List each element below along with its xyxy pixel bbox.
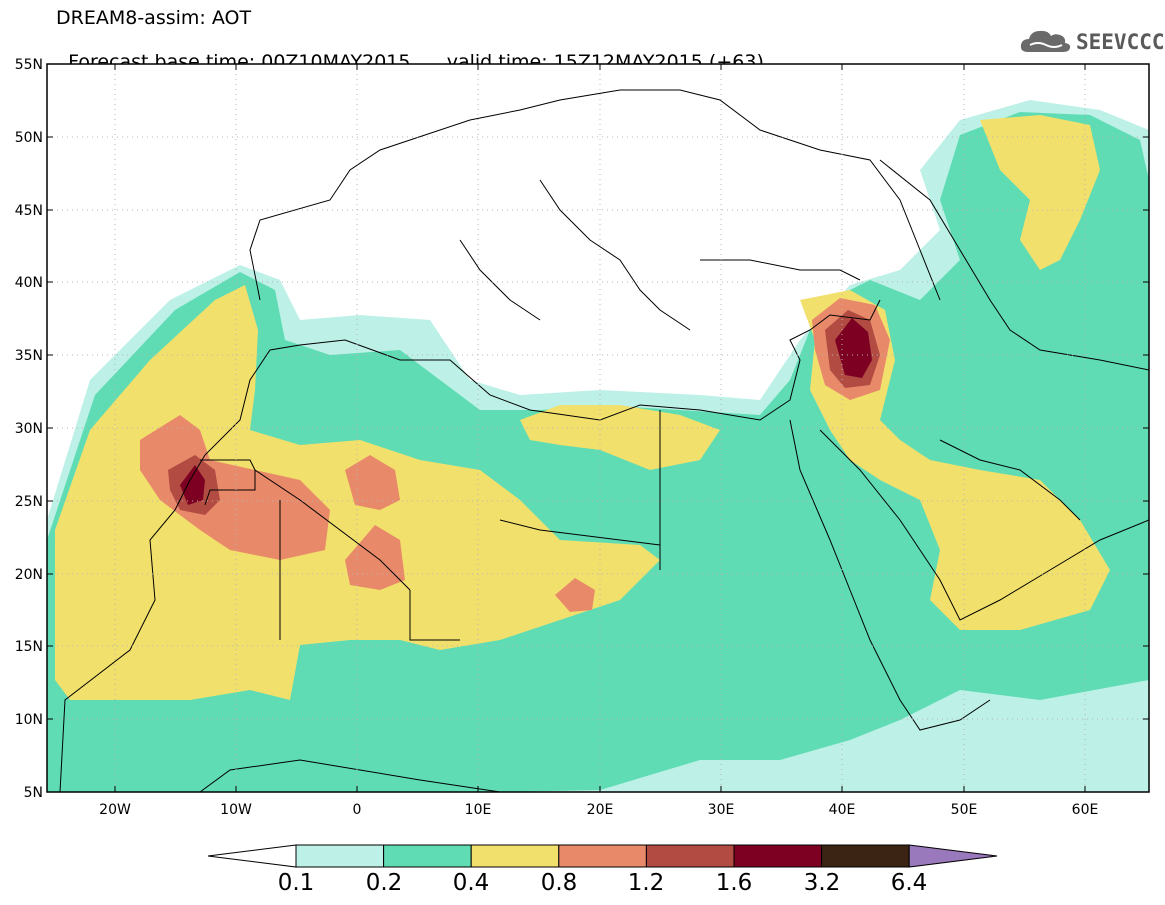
lat-label: 55N: [15, 57, 43, 73]
gridlines: [47, 64, 1149, 792]
lon-label: 30E: [708, 802, 735, 818]
lon-label: 50E: [951, 802, 978, 818]
lon-label: 10E: [465, 802, 492, 818]
lat-label: 25N: [15, 494, 43, 510]
lon-label: 10W: [220, 802, 252, 818]
colorbar-bin: [383, 844, 472, 868]
map-title: DREAM8-assim: AOT: [56, 7, 252, 29]
aot-level-4-algeria: [345, 455, 400, 510]
aot-level-6-iraq: [835, 318, 872, 378]
colorbar-label: 0.4: [452, 870, 490, 896]
colorbar-low-arrow: [207, 844, 297, 868]
lon-label: 20W: [99, 802, 131, 818]
colorbar-bin: [645, 844, 735, 868]
aot-level-4-west: [140, 415, 330, 560]
aot-level-3-caspian: [980, 115, 1100, 270]
colorbar-bin: [295, 844, 385, 868]
lon-label: 20E: [587, 802, 614, 818]
lat-label: 50N: [15, 130, 43, 146]
colorbar-label: 3.2: [803, 870, 841, 896]
colorbar-label: 0.8: [540, 870, 578, 896]
lon-label: 40E: [829, 802, 856, 818]
coastlines: [59, 89, 1149, 792]
lat-label: 10N: [15, 712, 43, 728]
aot-level-4-chad: [555, 578, 595, 612]
seevccc-logo: SEEVCCC: [1018, 26, 1165, 56]
aot-level-4-mali: [345, 525, 405, 590]
aot-level-6-west: [180, 465, 205, 505]
colorbar-label: 6.4: [890, 870, 928, 896]
lon-label: 0: [353, 802, 362, 818]
colorbar-label: 0.1: [277, 870, 315, 896]
aot-level-3-libya: [520, 405, 720, 470]
colorbar-bin: [821, 844, 910, 868]
colorbar: [207, 844, 998, 868]
lat-label: 35N: [15, 348, 43, 364]
lon-label: 60E: [1072, 802, 1099, 818]
longitude-labels: 20W 10W 0 10E 20E 30E 40E 50E 60E: [99, 802, 1098, 818]
lat-label: 45N: [15, 203, 43, 219]
cloud-icon: [1020, 30, 1071, 52]
lat-label: 20N: [15, 567, 43, 583]
dust-field: [47, 100, 1149, 792]
colorbar-label: 1.2: [627, 870, 665, 896]
latitude-labels: 55N 50N 45N 40N 35N 30N 25N 20N 15N 10N …: [15, 57, 43, 801]
colorbar-label: 0.2: [365, 870, 403, 896]
lat-label: 5N: [24, 785, 43, 801]
colorbar-bin: [558, 844, 647, 868]
lat-label: 40N: [15, 275, 43, 291]
colorbar-bin: [733, 844, 823, 868]
lat-label: 30N: [15, 421, 43, 437]
colorbar-high-arrow: [908, 844, 998, 868]
lat-label: 15N: [15, 639, 43, 655]
axis-ticks: [47, 63, 1149, 793]
colorbar-label: 1.6: [715, 870, 753, 896]
logo-text: SEEVCCC: [1076, 30, 1165, 54]
colorbar-bin: [470, 844, 560, 868]
